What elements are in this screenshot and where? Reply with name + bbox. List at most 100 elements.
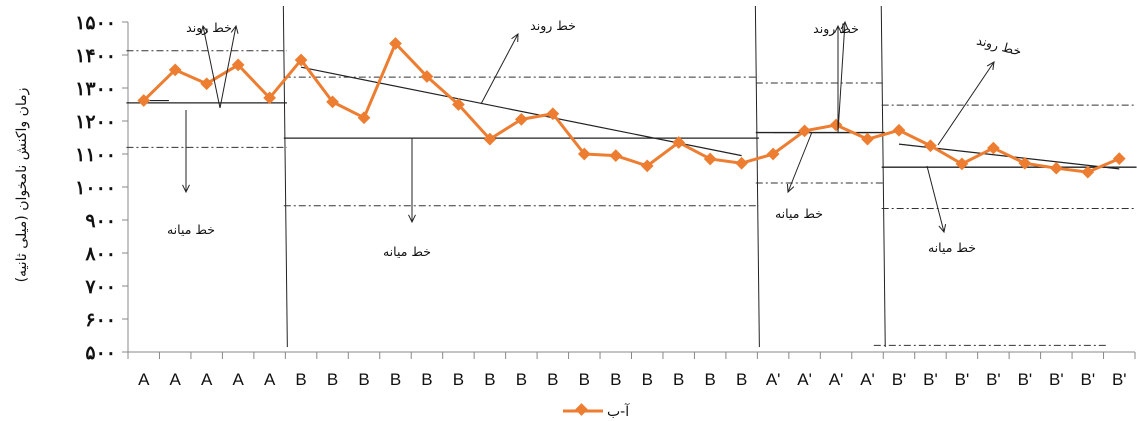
x-tick-label: B: [610, 370, 621, 389]
annotation-label: خط روند: [975, 32, 1023, 59]
x-tick-label: B': [986, 370, 1001, 389]
arrowhead: [986, 61, 995, 70]
y-tick-label: ۱۱۰۰: [75, 144, 116, 166]
x-tick-label: B: [484, 370, 495, 389]
phase-boundary-line: [282, 5, 288, 348]
annotation-arrow: [480, 33, 519, 105]
x-tick-label: B: [736, 370, 747, 389]
x-tick-label: B': [923, 370, 938, 389]
data-point: [987, 141, 1000, 155]
annotation-label: خط میانه: [775, 206, 823, 221]
annotation-arrow: [926, 165, 945, 233]
y-tick-label: ۷۰۰: [84, 276, 116, 298]
y-tick-label: ۶۰۰: [85, 309, 116, 331]
arrowhead: [511, 32, 519, 43]
data-point: [389, 37, 402, 50]
phase-boundary-line: [880, 5, 886, 348]
data-point: [1049, 161, 1063, 175]
x-tick-label: B': [1018, 370, 1033, 389]
x-tick-label: B: [673, 370, 684, 389]
data-point: [861, 132, 874, 146]
data-point: [829, 118, 843, 132]
data-point: [703, 152, 717, 166]
data-point: [420, 70, 434, 83]
arrowhead: [840, 20, 849, 30]
data-point: [609, 149, 623, 163]
x-tick-label: B: [358, 370, 369, 389]
data-point: [735, 156, 749, 170]
y-tick-label: ۱۵۰۰: [75, 12, 116, 34]
y-tick-label: ۱۴۰۰: [75, 45, 116, 67]
data-point: [200, 77, 214, 91]
x-tick-label: A: [264, 370, 276, 389]
x-tick-label: B': [1112, 370, 1127, 389]
data-point: [263, 91, 276, 105]
x-tick-label: A: [201, 370, 213, 389]
x-tick-label: A': [797, 370, 812, 389]
x-tick-label: A': [766, 370, 781, 389]
annotation-arrow: [787, 131, 813, 193]
annotation-arrow: [937, 61, 995, 146]
arrowhead: [938, 224, 947, 234]
data-point: [231, 58, 245, 72]
arrowhead: [200, 24, 209, 34]
y-tick-label: ۸۰۰: [84, 243, 116, 265]
y-axis-label: زمان واکنش نامخوان (میلی ثانیه): [14, 88, 30, 283]
arrowhead: [408, 214, 416, 224]
x-tick-label: B: [642, 370, 653, 389]
legend-label: آ-ب: [607, 403, 630, 420]
annotation-arrow: [202, 25, 221, 109]
x-tick-label: B: [421, 370, 432, 389]
data-point: [137, 94, 151, 107]
x-tick-label: B': [1081, 370, 1096, 389]
annotation-arrow: [837, 21, 846, 133]
x-tick-label: A: [232, 370, 244, 389]
x-tick-label: A: [170, 370, 182, 389]
x-tick-label: A': [860, 370, 875, 389]
data-point: [168, 63, 182, 77]
x-tick-label: B': [955, 370, 970, 389]
x-tick-label: B: [516, 370, 527, 389]
data-point: [483, 132, 497, 146]
annotation-arrow: [219, 25, 237, 109]
arrowhead: [230, 24, 239, 34]
data-point: [924, 139, 937, 153]
y-tick-label: ۹۰۰: [85, 210, 116, 232]
arrowhead: [182, 184, 190, 194]
x-tick-label: B: [705, 370, 716, 389]
y-tick-label: ۱۲۰۰: [75, 111, 116, 133]
annotation-label: خط میانه: [928, 240, 976, 255]
annotation-label: خط روند: [186, 20, 232, 36]
y-tick-label: ۱۳۰۰: [75, 78, 116, 100]
x-tick-label: A: [138, 370, 150, 389]
annotation-label: خط میانه: [167, 222, 215, 237]
phase-boundary-line: [754, 5, 760, 348]
data-point: [326, 95, 339, 109]
data-point: [294, 53, 308, 67]
series-line: [142, 41, 1120, 174]
annotation-label: خط روند: [530, 18, 576, 34]
x-tick-label: B': [1049, 370, 1064, 389]
data-point: [955, 157, 969, 171]
arrowhead: [786, 183, 795, 194]
x-tick-label: B: [295, 370, 306, 389]
y-tick-label: ۵۰۰: [85, 342, 116, 364]
x-tick-label: A': [829, 370, 844, 389]
x-tick-label: B': [892, 370, 907, 389]
data-point: [357, 111, 371, 125]
x-tick-label: B: [327, 370, 338, 389]
data-point: [452, 98, 465, 111]
x-tick-label: B: [453, 370, 464, 389]
data-point: [1112, 152, 1126, 165]
legend-marker: [575, 403, 588, 416]
legend: آ-ب: [563, 403, 630, 420]
x-tick-label: B: [579, 370, 590, 389]
annotation-label: خط میانه: [383, 244, 431, 259]
x-tick-label: B: [547, 370, 558, 389]
trend-line: [300, 66, 742, 157]
data-point: [892, 123, 906, 137]
x-tick-label: B: [390, 370, 401, 389]
arrowhead: [834, 24, 842, 34]
